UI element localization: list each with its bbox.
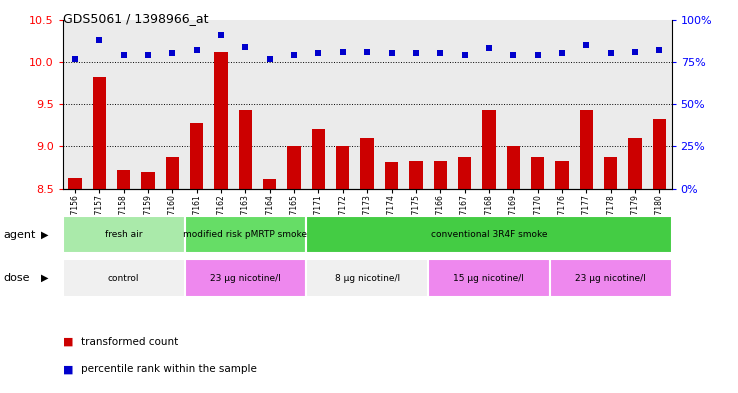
Text: ▶: ▶ (41, 273, 48, 283)
Text: agent: agent (4, 230, 36, 240)
Bar (604, 156, 618, 189)
Bar (92, 77, 106, 189)
Bar (68, 178, 82, 189)
Bar (428, 259, 550, 297)
Bar (311, 130, 325, 189)
Text: fresh air: fresh air (105, 230, 142, 239)
Bar (263, 178, 277, 189)
Bar (306, 216, 672, 253)
Bar (117, 170, 131, 189)
Bar (141, 172, 155, 189)
Text: 8 μg nicotine/l: 8 μg nicotine/l (334, 274, 400, 283)
Bar (409, 161, 423, 189)
Bar (550, 259, 672, 297)
Text: ■: ■ (63, 337, 73, 347)
Bar (384, 162, 399, 189)
Bar (238, 110, 252, 189)
Bar (506, 146, 520, 189)
Text: dose: dose (4, 273, 30, 283)
Bar (190, 123, 204, 189)
Bar (628, 138, 642, 189)
Bar (63, 216, 184, 253)
Bar (555, 161, 569, 189)
Text: 23 μg nicotine/l: 23 μg nicotine/l (210, 274, 280, 283)
Bar (458, 157, 472, 189)
Bar (63, 259, 184, 297)
Bar (214, 52, 228, 189)
Text: ▶: ▶ (41, 230, 48, 240)
Bar (360, 138, 374, 189)
Bar (336, 146, 350, 189)
Bar (184, 259, 306, 297)
Bar (482, 110, 496, 189)
Bar (184, 216, 306, 253)
Text: control: control (108, 274, 139, 283)
Text: ■: ■ (63, 364, 73, 375)
Text: GDS5061 / 1398966_at: GDS5061 / 1398966_at (63, 12, 208, 25)
Text: 23 μg nicotine/l: 23 μg nicotine/l (576, 274, 646, 283)
Bar (579, 110, 593, 189)
Bar (165, 156, 179, 189)
Text: modified risk pMRTP smoke: modified risk pMRTP smoke (183, 230, 308, 239)
Bar (652, 119, 666, 189)
Text: conventional 3R4F smoke: conventional 3R4F smoke (431, 230, 547, 239)
Text: 15 μg nicotine/l: 15 μg nicotine/l (453, 274, 525, 283)
Bar (433, 161, 447, 189)
Text: percentile rank within the sample: percentile rank within the sample (81, 364, 257, 375)
Bar (531, 157, 545, 189)
Text: transformed count: transformed count (81, 337, 179, 347)
Bar (306, 259, 428, 297)
Bar (287, 146, 301, 189)
